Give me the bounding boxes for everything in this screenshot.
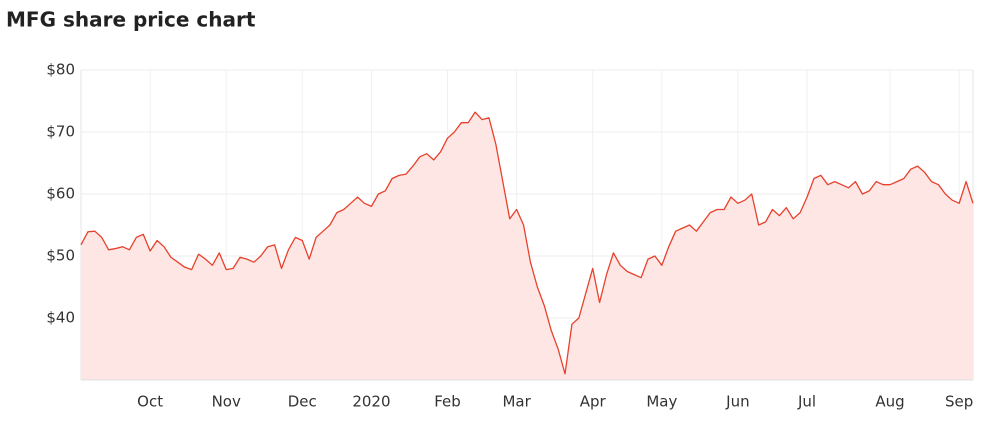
x-tick-label: Oct — [137, 393, 163, 411]
x-tick-label: 2020 — [352, 393, 390, 411]
y-tick-label: $80 — [46, 61, 75, 79]
y-tick-label: $50 — [46, 247, 75, 265]
y-tick-label: $70 — [46, 123, 75, 141]
x-tick-label: Jun — [725, 393, 749, 411]
x-tick-label: Mar — [502, 393, 531, 411]
x-tick-label: Nov — [212, 393, 241, 411]
x-tick-label: Aug — [875, 393, 904, 411]
price-line — [80, 111, 974, 375]
x-tick-label: Apr — [580, 393, 607, 411]
y-tick-label: $40 — [46, 309, 75, 327]
x-tick-label: Feb — [434, 393, 461, 411]
y-tick-label: $60 — [46, 185, 75, 203]
x-tick-label: Dec — [288, 393, 317, 411]
x-tick-label: Jul — [797, 393, 816, 411]
x-tick-label: Sep — [945, 393, 973, 411]
chart-title: MFG share price chart — [6, 8, 256, 32]
x-tick-label: May — [646, 393, 677, 411]
